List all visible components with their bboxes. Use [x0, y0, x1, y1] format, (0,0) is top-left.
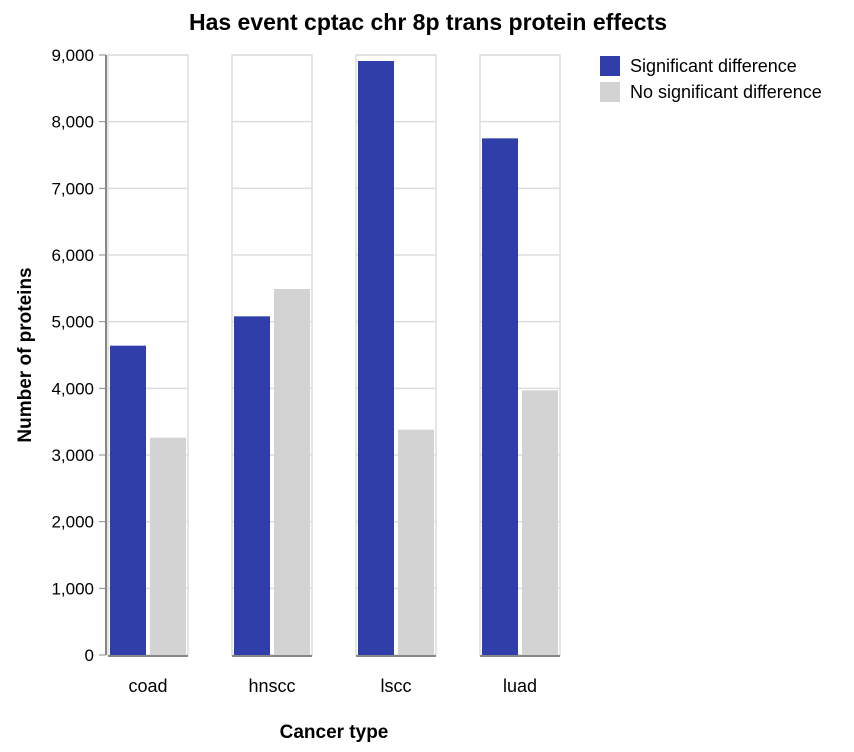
y-tick-label: 7,000: [51, 179, 94, 198]
legend-swatch: [600, 56, 620, 76]
x-tick-label: hnscc: [248, 676, 295, 696]
x-tick-label: lscc: [381, 676, 412, 696]
y-tick-label: 6,000: [51, 246, 94, 265]
y-axis-label: Number of proteins: [15, 267, 36, 442]
facet-lscc: lscc: [355, 54, 437, 696]
y-tick-label: 4,000: [51, 379, 94, 398]
bar-luad-1: [522, 390, 558, 655]
y-tick-label: 9,000: [51, 46, 94, 65]
y-tick-label: 5,000: [51, 313, 94, 332]
facet-luad: luad: [479, 54, 561, 696]
bar-hnscc-0: [234, 316, 270, 655]
y-axis: 0 1,000 2,000 3,000 4,000 5,000 6,000 7,000 8,00…: [51, 46, 107, 665]
legend: Significant difference No significant dif…: [600, 56, 822, 102]
legend-swatch: [600, 82, 620, 102]
y-tick-label: 1,000: [51, 579, 94, 598]
bar-hnscc-1: [274, 289, 310, 655]
legend-label: No significant difference: [630, 82, 822, 102]
bar-coad-0: [110, 345, 146, 655]
y-tick-label: 0: [85, 646, 94, 665]
legend-label: Significant difference: [630, 56, 797, 76]
y-tick-label: 8,000: [51, 113, 94, 132]
y-tick-label: 3,000: [51, 446, 94, 465]
facet-hnscc: hnscc: [231, 54, 313, 696]
x-axis-label: Cancer type: [280, 722, 389, 743]
bar-lscc-1: [398, 429, 434, 655]
facets: coad hnscc lscc luad: [107, 54, 561, 696]
chart-title: Has event cptac chr 8p trans protein eff…: [189, 9, 667, 35]
x-tick-label: coad: [128, 676, 167, 696]
y-tick-label: 2,000: [51, 513, 94, 532]
x-tick-label: luad: [503, 676, 537, 696]
bar-luad-0: [482, 138, 518, 656]
bar-lscc-0: [358, 61, 394, 655]
facet-coad: coad: [107, 54, 189, 696]
bar-coad-1: [150, 437, 186, 655]
